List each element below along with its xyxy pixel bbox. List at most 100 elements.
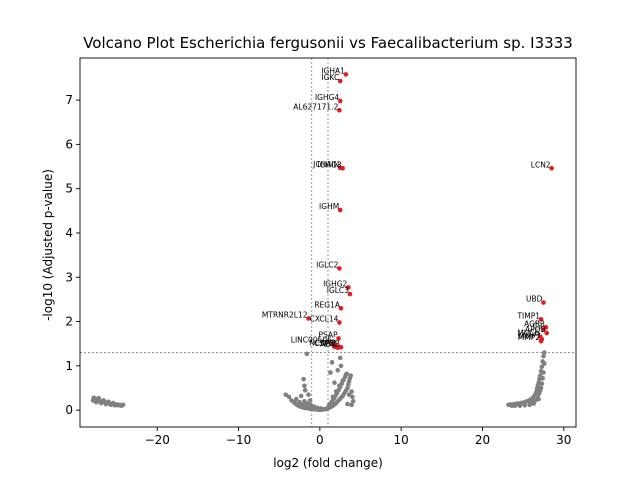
nonsignificant-point [348,373,354,378]
nonsignificant-point [293,396,299,402]
significant-point [332,344,337,350]
nonsignificant-point [297,399,302,405]
point-label: IGHG3 [317,160,341,169]
nonsignificant-point [536,396,541,402]
x-axis-label: log2 (fold change) [273,456,383,470]
significant-point [337,78,343,84]
point-label: IGLC2 [316,260,338,269]
significant-point [337,98,343,104]
significant-point [343,72,349,77]
x-tick-label: 30 [556,433,571,447]
y-tick-label: 3 [65,270,73,284]
nonsignificant-point [302,387,308,393]
point-label: JCHAIN [312,160,339,169]
point-label: ACTB [320,339,340,348]
nonsignificant-point [517,403,523,409]
point-label: LINC00506 [291,336,332,345]
nonsignificant-point [541,353,546,359]
nonsignificant-point [340,378,345,384]
y-tick-label: 4 [65,226,73,240]
x-tick-label: −20 [145,433,170,447]
nonsignificant-point [539,364,545,370]
point-label: AL627171.2 [293,102,338,111]
significant-point [544,330,550,336]
y-tick-label: 0 [65,403,73,417]
point-label: REG1A [314,300,341,309]
nonsignificant-point [298,393,304,399]
nonsignificant-point [512,403,518,409]
nonsignificant-point [283,392,289,397]
point-label: IGHM [319,202,339,211]
nonsignificant-point [328,370,333,375]
point-label: CXCL14 [310,314,339,323]
nonsignificant-point [318,406,323,411]
significant-point [541,327,546,332]
x-tick-label: 0 [316,433,324,447]
nonsignificant-point [286,394,292,400]
nonsignificant-point [350,394,355,400]
x-tick-label: 20 [475,433,490,447]
nonsignificant-point [96,395,102,401]
nonsignificant-point [333,389,339,394]
point-label: IGLC3 [327,286,349,295]
nonsignificant-point [541,370,546,375]
nonsignificant-point [539,381,545,386]
nonsignificant-point [330,394,336,400]
nonsignificant-point [101,398,106,403]
point-label: LCN2 [531,160,551,169]
x-tick-label: 10 [394,433,409,447]
nonsignificant-point [304,351,310,357]
nonsignificant-point [350,399,356,404]
point-label: UBD [526,295,543,304]
significant-point [306,316,311,321]
nonsignificant-point [111,400,116,406]
nonsignificant-point [541,361,547,366]
nonsignificant-point [345,401,350,407]
nonsignificant-point [345,385,350,391]
nonsignificant-point [332,380,337,386]
chart-title: Volcano Plot Escherichia fergusonii vs F… [83,34,573,52]
y-axis-label: -log10 (Adjusted p-value) [41,169,55,321]
significant-point [340,166,345,171]
point-label: LYZ [324,340,337,349]
point-label: CST3 [314,339,334,348]
y-tick-label: 2 [65,315,73,329]
nonsignificant-point [540,375,545,381]
nonsignificant-point [337,355,343,361]
nonsignificant-point [522,402,528,408]
nonsignificant-point [307,398,313,403]
significant-point [538,338,544,344]
nonsignificant-point [302,399,307,404]
nonsignificant-point [306,392,311,397]
plot-frame [79,57,577,428]
point-label: IGKC [321,73,339,82]
x-tick-label: −10 [226,433,251,447]
nonsignificant-point [349,389,354,394]
data-points [90,72,554,413]
nonsignificant-point [537,387,543,393]
nonsignificant-point [343,372,349,378]
significant-point [336,336,341,341]
significant-point [347,291,353,297]
point-label: MMP2 [518,333,540,342]
y-tick-label: 1 [65,359,73,373]
y-tick-label: 5 [65,182,73,196]
nonsignificant-point [302,383,307,389]
nonsignificant-point [106,399,111,405]
nonsignificant-point [337,383,342,389]
nonsignificant-point [93,399,99,405]
point-label: TIMP1 [516,311,540,320]
significant-point [337,107,342,113]
point-label: IGHG4 [315,93,339,102]
nonsignificant-point [349,402,354,408]
nonsignificant-point [541,350,547,355]
point-label: MMP7 [519,331,541,340]
nonsignificant-point [326,403,332,409]
nonsignificant-point [529,399,535,405]
significant-point [538,317,544,322]
significant-point [337,207,343,213]
significant-point [549,166,554,171]
